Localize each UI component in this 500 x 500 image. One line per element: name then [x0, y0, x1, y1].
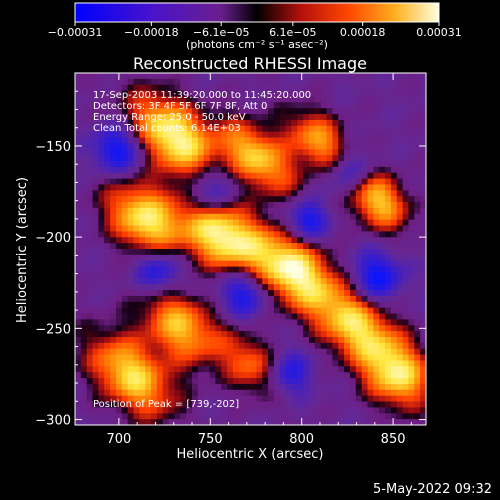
x-axis-label: Heliocentric X (arcsec) — [177, 447, 324, 462]
y-tick-label: −250 — [35, 322, 71, 337]
colorbar — [74, 2, 440, 23]
colorbar-tick-label: 0.00018 — [340, 26, 386, 39]
x-tick-label: 800 — [289, 432, 314, 447]
heatmap-image — [75, 73, 426, 425]
x-tick-label: 700 — [106, 432, 131, 447]
plot-frame — [74, 72, 427, 426]
colorbar-tick-label: 0.00031 — [416, 26, 462, 39]
y-tick-label: −200 — [35, 231, 71, 246]
y-tick-label: −300 — [35, 414, 71, 429]
y-axis-label: Heliocentric Y (arcsec) — [15, 177, 30, 323]
colorbar-tick-label: 6.1e−05 — [269, 26, 316, 39]
annotation-time-range: 17-Sep-2003 11:39:20.000 to 11:45:20.000 — [93, 90, 311, 101]
colorbar-units: (photons cm⁻² s⁻¹ asec⁻²) — [186, 38, 328, 51]
colorbar-tick-label: −6.1e−05 — [193, 26, 250, 39]
chart-title: Reconstructed RHESSI Image — [133, 54, 367, 73]
colorbar-tick-label: −0.00031 — [48, 26, 103, 39]
colorbar-ticks: −0.00031 −0.00018 −6.1e−05 6.1e−05 0.00018 0.… — [48, 22, 462, 39]
y-tick-label: −150 — [35, 140, 71, 155]
peak-position-label: Position of Peak = [739,-202] — [93, 399, 239, 410]
annotation-energy-range: Energy Range: 25.0 - 50.0 keV — [93, 112, 246, 123]
x-axis: 700 750 800 850 — [106, 73, 412, 447]
annotation-detectors: Detectors: 3F 4F 5F 6F 7F 8F, Att 0 — [93, 101, 267, 112]
x-tick-label: 850 — [381, 432, 406, 447]
x-tick-label: 750 — [198, 432, 223, 447]
footer-timestamp: 5-May-2022 09:32 — [373, 482, 492, 497]
observation-annotations: 17-Sep-2003 11:39:20.000 to 11:45:20.000… — [93, 90, 311, 134]
y-axis: −150 −200 −250 −300 — [35, 90, 426, 429]
annotation-total-counts: Clean Total counts: 6.14E+03 — [93, 123, 241, 134]
colorbar-tick-label: −0.00018 — [124, 26, 179, 39]
